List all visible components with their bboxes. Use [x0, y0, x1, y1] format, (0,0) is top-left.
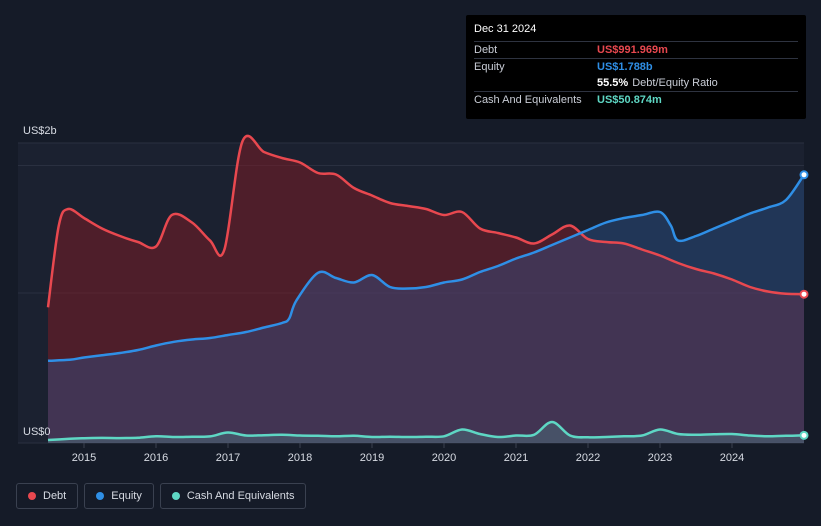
legend-dot-equity-icon: [96, 492, 105, 500]
x-tick-label-2015: 2015: [72, 452, 96, 464]
legend-label-equity: Equity: [111, 490, 142, 502]
tooltip-row-debt: Debt US$991.969m: [474, 41, 798, 58]
x-tick-label-2024: 2024: [720, 452, 744, 464]
cash-and-equivalents-line: [47, 420, 805, 442]
x-tick-label-2022: 2022: [576, 452, 600, 464]
tooltip-row-ratio: 55.5% Debt/Equity Ratio: [474, 75, 798, 91]
series-lines: [46, 134, 806, 442]
debt-line: [46, 134, 805, 308]
x-tick-label-2017: 2017: [216, 452, 240, 464]
end-markers: [799, 170, 809, 440]
y-axis-top-label: US$2b: [23, 125, 57, 137]
legend-dot-debt-icon: [28, 492, 36, 500]
equity-line: [47, 174, 806, 363]
y-axis-bottom-label: US$0: [23, 426, 51, 438]
equity-end-marker: [799, 170, 809, 180]
tooltip-date: Dec 31 2024: [474, 23, 537, 35]
legend-label-cash: Cash And Equivalents: [186, 490, 295, 502]
legend-item-equity[interactable]: Equity: [84, 483, 154, 509]
x-tick-label-2018: 2018: [288, 452, 312, 464]
legend: Debt Equity Cash And Equivalents: [16, 483, 307, 509]
tooltip-ratio-text: Debt/Equity Ratio: [632, 77, 718, 89]
debt-area: [48, 135, 804, 444]
tooltip-ratio-value: 55.5%: [597, 77, 629, 89]
debt-end-marker: [799, 289, 809, 299]
tooltip-value-cash: US$50.874m: [597, 94, 662, 106]
legend-item-debt[interactable]: Debt: [16, 483, 79, 509]
tooltip: Dec 31 2024 Debt US$991.969m Equity US$1…: [466, 15, 806, 119]
tooltip-label-debt: Debt: [474, 44, 498, 56]
tooltip-label-ratio: [474, 75, 597, 91]
cash-and-equivalents-end-marker: [799, 430, 809, 440]
x-tick-label-2019: 2019: [360, 452, 384, 464]
tooltip-row-equity: Equity US$1.788b: [474, 58, 798, 75]
tooltip-label-cash: Cash And Equivalents: [474, 94, 582, 106]
x-tick-label-2020: 2020: [432, 452, 456, 464]
tooltip-row-cash: Cash And Equivalents US$50.874m: [474, 91, 798, 108]
tooltip-value-debt: US$991.969m: [597, 44, 668, 56]
legend-item-cash[interactable]: Cash And Equivalents: [159, 483, 307, 509]
legend-dot-cash-icon: [171, 492, 180, 500]
x-tick-label-2016: 2016: [144, 452, 168, 464]
legend-label-debt: Debt: [43, 490, 67, 502]
x-tick-label-2023: 2023: [648, 452, 672, 464]
tooltip-label-equity: Equity: [474, 61, 505, 73]
x-tick-label-2021: 2021: [504, 452, 528, 464]
x-axis-ticks: 2015 2016 2017 2018 2019 2020 2021 2022 2023 2024: [72, 443, 744, 464]
tooltip-value-equity: US$1.788b: [597, 61, 653, 73]
